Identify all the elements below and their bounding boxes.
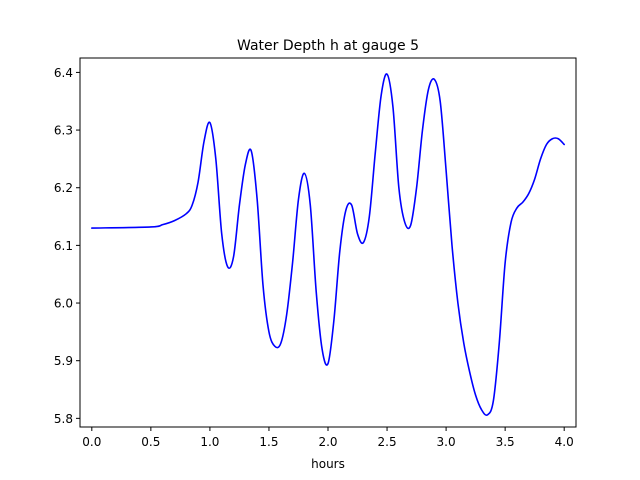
x-tick-label: 2.0 bbox=[318, 435, 337, 449]
y-tick-label: 6.2 bbox=[54, 181, 73, 195]
x-tick-label: 3.5 bbox=[496, 435, 515, 449]
x-axis: 0.0 0.5 1.0 1.5 2.0 2.5 3.0 3.5 4.0 bbox=[82, 427, 574, 449]
y-tick-label: 6.4 bbox=[54, 66, 73, 80]
x-tick-label: 0.0 bbox=[82, 435, 101, 449]
y-axis: 5.8 5.9 6.0 6.1 6.2 6.3 6.4 bbox=[54, 66, 80, 426]
y-tick-label: 6.0 bbox=[54, 297, 73, 311]
y-tick-label: 6.3 bbox=[54, 124, 73, 138]
x-tick-label: 1.5 bbox=[259, 435, 278, 449]
y-tick-label: 6.1 bbox=[54, 239, 73, 253]
x-tick-label: 2.5 bbox=[378, 435, 397, 449]
x-tick-label: 0.5 bbox=[141, 435, 160, 449]
x-tick-label: 4.0 bbox=[555, 435, 574, 449]
x-axis-label: hours bbox=[311, 457, 345, 471]
y-tick-label: 5.9 bbox=[54, 354, 73, 368]
x-tick-label: 1.0 bbox=[200, 435, 219, 449]
plot-area bbox=[91, 73, 565, 417]
chart-title: Water Depth h at gauge 5 bbox=[237, 38, 419, 54]
plot-frame bbox=[79, 57, 577, 428]
y-tick-label: 5.8 bbox=[54, 412, 73, 426]
series-line-1 bbox=[91, 73, 565, 417]
x-tick-label: 3.0 bbox=[437, 435, 456, 449]
